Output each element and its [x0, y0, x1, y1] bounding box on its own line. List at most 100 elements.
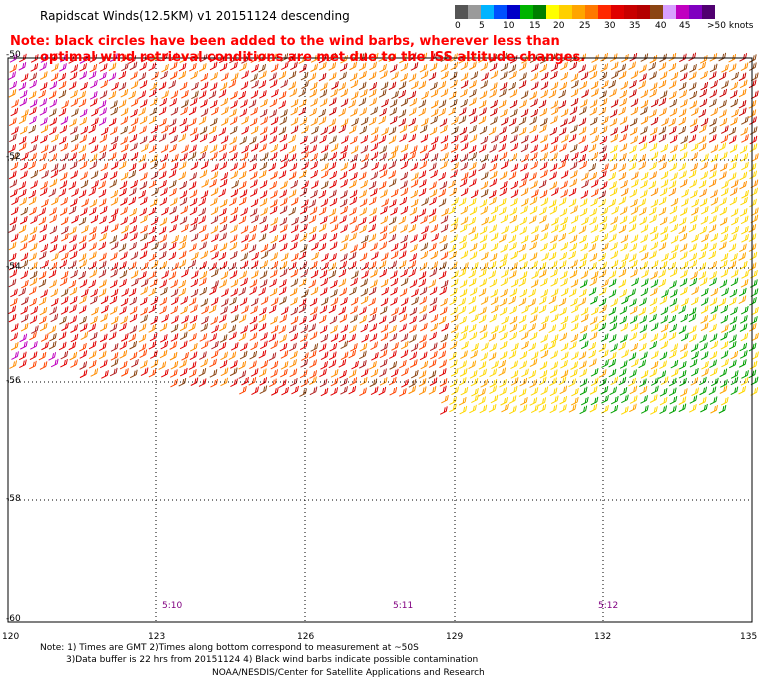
- wind-barb: [700, 351, 709, 360]
- wind-barb: [79, 315, 87, 325]
- wind-barb: [9, 179, 18, 188]
- wind-barb: [138, 72, 147, 81]
- wind-barb: [489, 314, 498, 323]
- wind-barb: [158, 226, 167, 235]
- wind-barb: [328, 161, 337, 171]
- wind-barb: [200, 160, 209, 170]
- wind-barb: [378, 386, 387, 396]
- wind-barb: [349, 61, 358, 71]
- wind-barb: [368, 215, 377, 224]
- wind-barb: [419, 286, 428, 296]
- wind-barb: [518, 243, 527, 253]
- wind-barb: [328, 97, 337, 106]
- wind-barb: [388, 233, 397, 243]
- wind-barb: [81, 225, 89, 234]
- wind-barb: [548, 89, 557, 99]
- wind-barb: [130, 142, 138, 152]
- wind-barb: [690, 207, 699, 216]
- wind-barb: [21, 279, 29, 289]
- wind-barb: [619, 143, 628, 152]
- wind-barb: [730, 370, 739, 379]
- wind-barb: [639, 64, 647, 73]
- wind-barb: [238, 287, 247, 296]
- wind-barb: [448, 179, 457, 189]
- wind-barb: [340, 351, 349, 361]
- wind-barb: [229, 331, 237, 341]
- time-label-3: 5:12: [598, 601, 619, 611]
- wind-barb: [301, 161, 309, 171]
- wind-barb: [640, 106, 648, 116]
- wind-barb: [651, 385, 659, 395]
- wind-barb: [221, 288, 229, 297]
- wind-barb: [249, 179, 258, 188]
- wind-barb: [538, 269, 547, 278]
- wind-barb: [500, 62, 509, 72]
- wind-barb: [69, 250, 78, 260]
- wind-barb: [740, 279, 749, 288]
- wind-barb: [200, 250, 209, 260]
- wind-barb: [269, 151, 278, 161]
- wind-barb: [480, 206, 489, 215]
- wind-barb: [169, 197, 178, 206]
- wind-barb: [590, 296, 598, 305]
- wind-barb: [629, 315, 638, 324]
- wind-barb: [731, 216, 739, 226]
- wind-barb: [230, 314, 239, 323]
- wind-barb: [740, 332, 749, 342]
- wind-barb: [370, 134, 379, 144]
- wind-barb: [720, 253, 729, 262]
- wind-barb: [678, 370, 687, 379]
- wind-barb: [669, 268, 678, 278]
- wind-barb: [178, 171, 187, 181]
- wind-barb: [489, 82, 498, 91]
- wind-barb: [720, 304, 729, 314]
- wind-barb: [239, 136, 248, 145]
- wind-barb: [48, 90, 57, 100]
- wind-barb: [580, 313, 589, 323]
- wind-barb: [290, 197, 299, 206]
- wind-barb: [250, 143, 259, 152]
- wind-barb: [29, 252, 37, 262]
- wind-barb: [418, 187, 427, 197]
- wind-barb: [469, 287, 478, 296]
- wind-barb: [210, 215, 219, 225]
- wind-barb: [560, 180, 568, 190]
- wind-barb: [441, 208, 449, 217]
- wind-barb: [111, 82, 119, 91]
- wind-barb: [210, 187, 219, 197]
- wind-barb: [368, 261, 377, 270]
- wind-barb: [388, 126, 397, 136]
- wind-barb: [411, 296, 419, 306]
- wind-barb: [460, 205, 469, 215]
- wind-barb: [609, 181, 617, 190]
- wind-barb: [649, 297, 658, 307]
- wind-barb: [190, 233, 199, 242]
- wind-barb: [510, 370, 519, 379]
- wind-barb: [660, 170, 669, 180]
- wind-barb: [240, 207, 249, 216]
- wind-barb: [308, 72, 317, 82]
- wind-barb: [19, 197, 28, 206]
- wind-barb: [579, 368, 588, 378]
- wind-barb: [350, 314, 358, 324]
- wind-barb: [568, 250, 577, 260]
- wind-barb: [520, 108, 529, 118]
- wind-barb: [578, 126, 587, 136]
- wind-barb: [179, 81, 188, 91]
- legend-colorbar: [455, 5, 715, 19]
- wind-barb: [279, 197, 288, 207]
- wind-barb: [488, 260, 497, 270]
- wind-barb: [178, 70, 187, 80]
- wind-barb: [39, 98, 48, 107]
- wind-barb: [698, 262, 707, 271]
- wind-barb: [610, 404, 619, 414]
- wind-barb: [700, 117, 709, 127]
- wind-barb: [259, 134, 268, 143]
- wind-barb: [220, 351, 229, 361]
- wind-barb: [540, 277, 548, 287]
- wind-barb: [20, 259, 29, 269]
- wind-barb: [480, 352, 489, 361]
- wind-barb: [409, 279, 418, 288]
- wind-barb: [620, 406, 629, 415]
- wind-barb: [79, 160, 88, 170]
